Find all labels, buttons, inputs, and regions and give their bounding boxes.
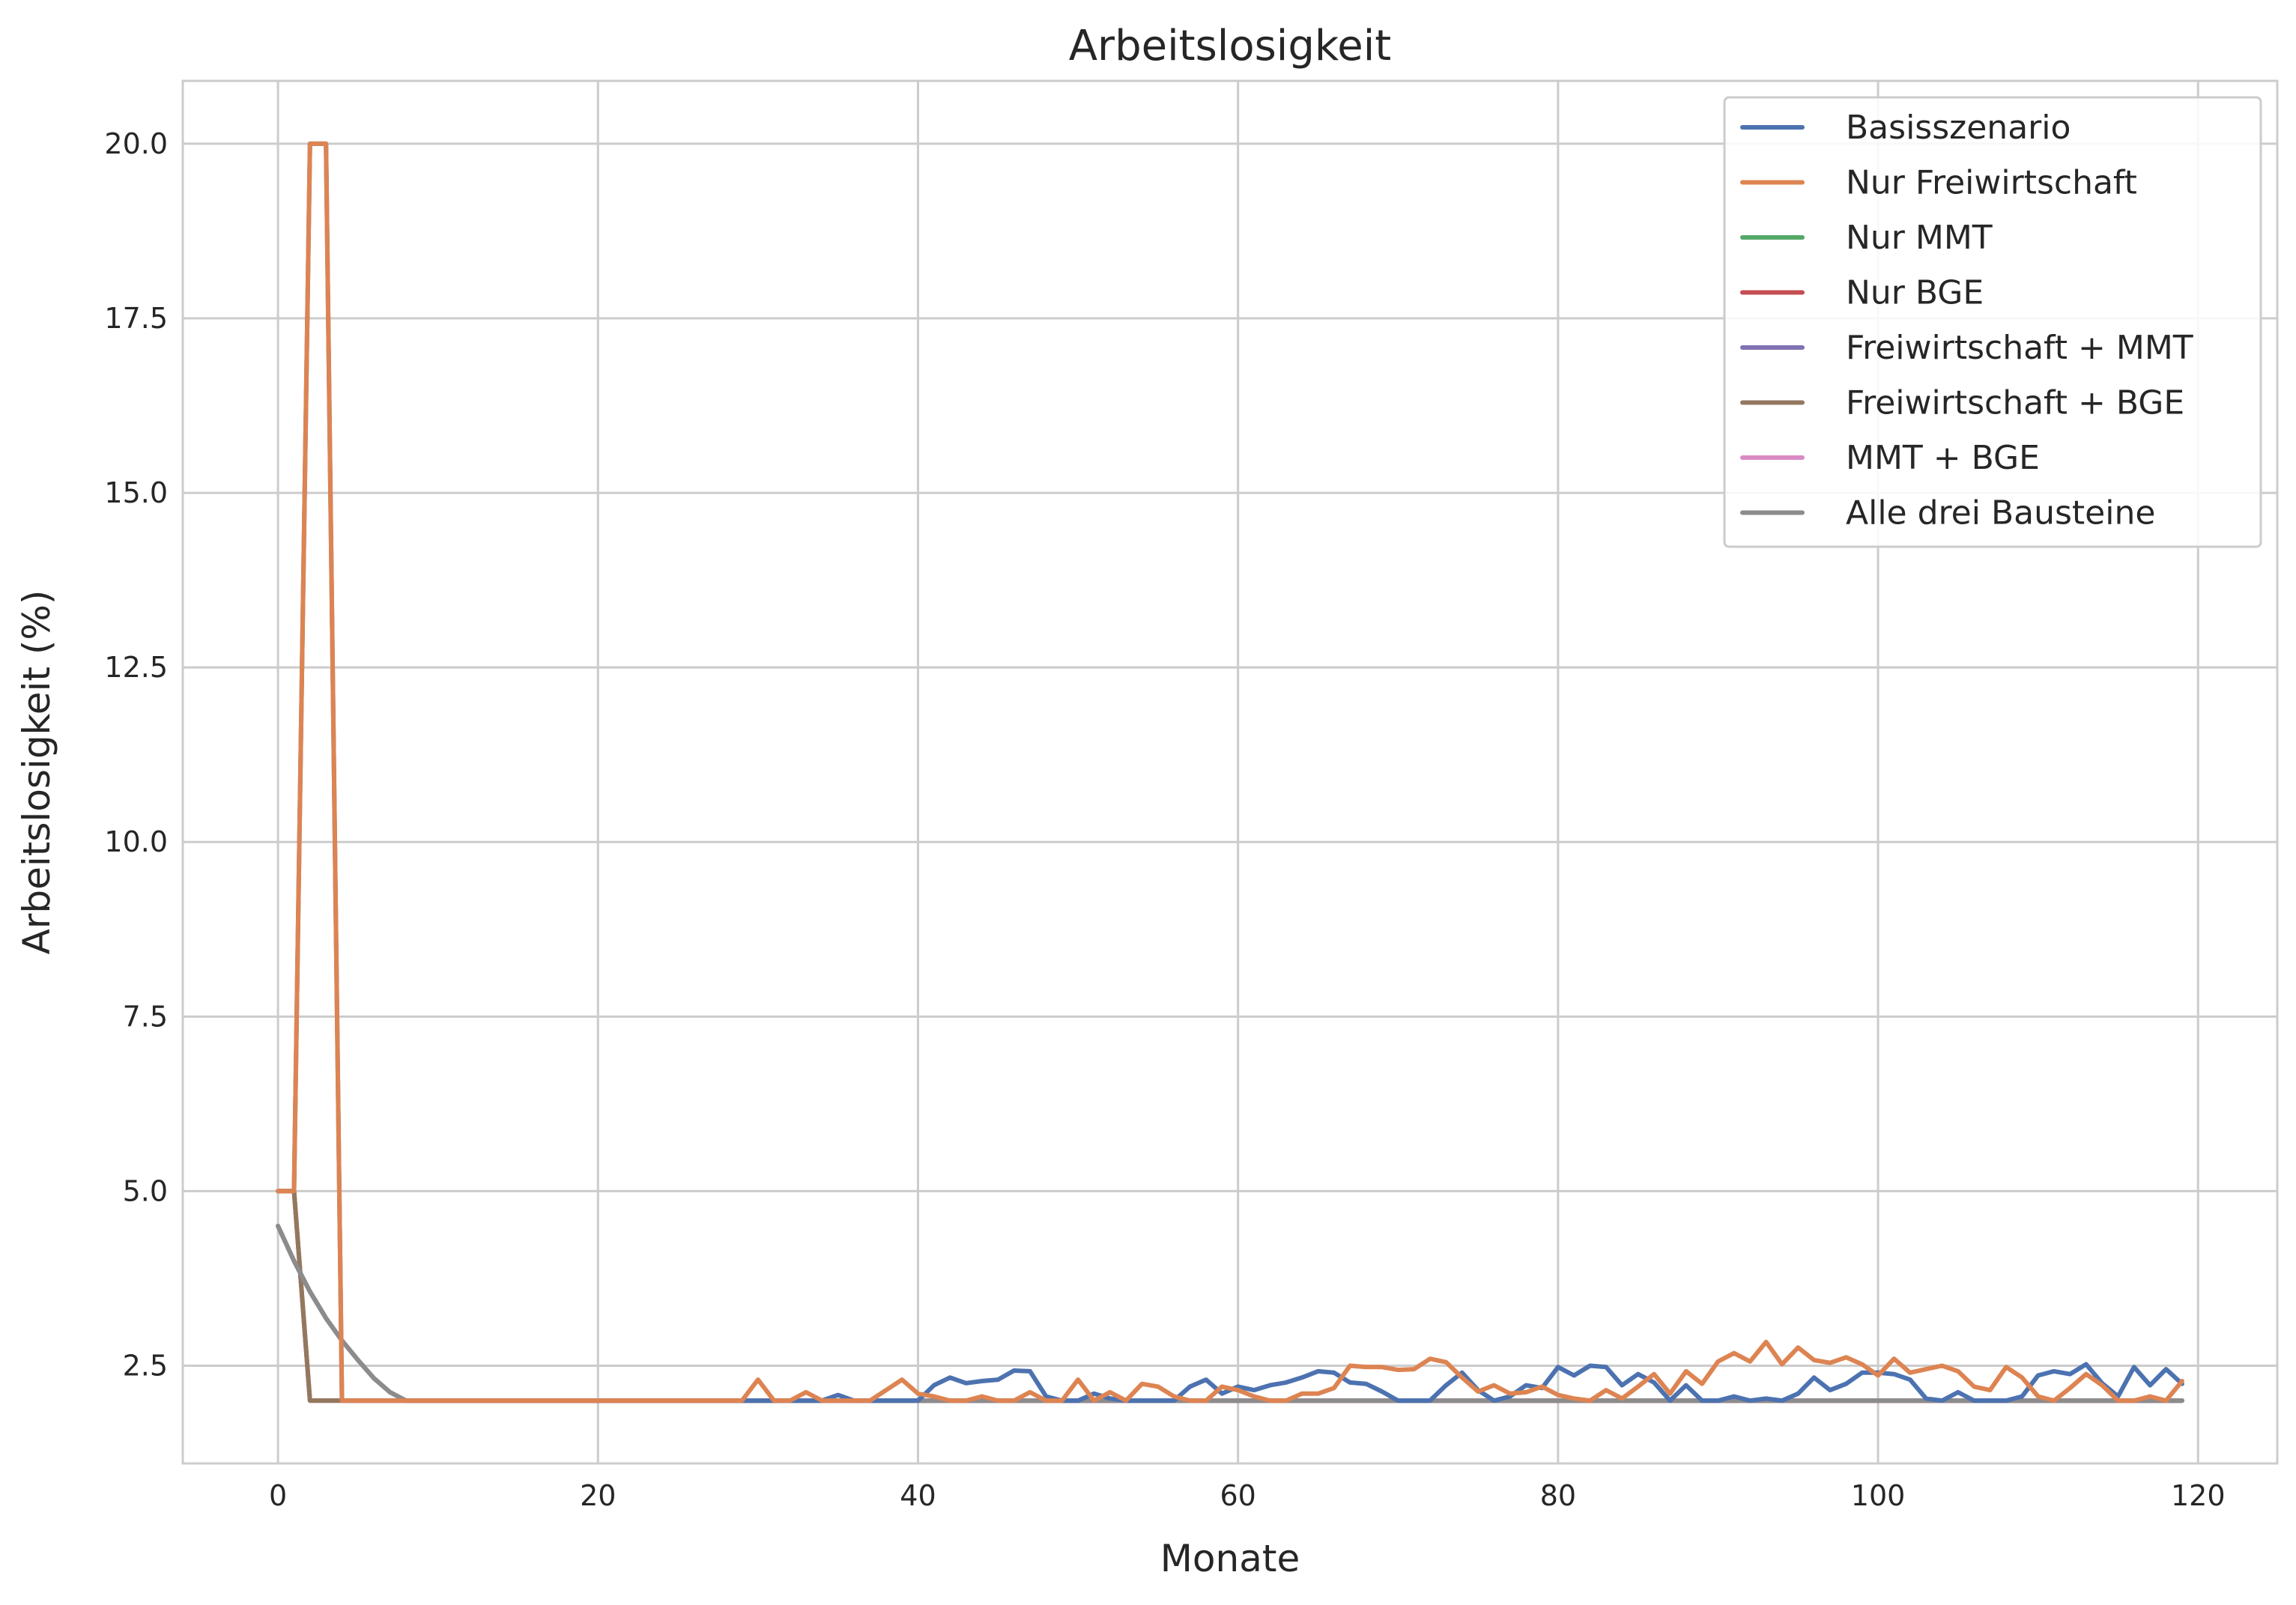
legend-label: Nur MMT (1846, 219, 1993, 257)
chart-title: Arbeitslosigkeit (1069, 22, 1392, 70)
series-line-1 (276, 141, 2184, 1404)
x-tick-label: 80 (1540, 1479, 1576, 1512)
legend-label: Nur BGE (1846, 274, 1984, 312)
legend-label: Basisszenario (1846, 109, 2071, 147)
y-tick-label: 10.0 (104, 825, 168, 858)
legend-label: Nur Freiwirtschaft (1846, 164, 2137, 202)
x-tick-label: 100 (1851, 1479, 1906, 1512)
legend-label: Freiwirtschaft + BGE (1846, 384, 2184, 422)
y-tick-label: 17.5 (104, 302, 168, 335)
y-tick-label: 2.5 (123, 1349, 168, 1382)
x-tick-label: 120 (2171, 1479, 2226, 1512)
legend-label: Freiwirtschaft + MMT (1846, 329, 2193, 367)
y-tick-label: 20.0 (104, 127, 168, 160)
legend: Basisszenario Nur Freiwirtschaft Nur MMT Nu… (1723, 96, 2262, 548)
legend-label: Alle drei Bausteine (1846, 494, 2155, 533)
y-axis-label: Arbeitslosigkeit (%) (15, 590, 58, 955)
y-tick-label: 15.0 (104, 476, 168, 509)
legend-frame (1723, 96, 2262, 548)
x-tick-label: 60 (1220, 1479, 1256, 1512)
plot-area-frame (181, 79, 2279, 1465)
x-tick-label: 40 (900, 1479, 936, 1512)
x-tick-label: 20 (580, 1479, 616, 1512)
y-tick-label: 12.5 (104, 651, 168, 684)
series-lines (276, 141, 2184, 1404)
x-tick-label: 0 (269, 1479, 287, 1512)
x-axis-label: Monate (1160, 1537, 1300, 1580)
y-tick-label: 5.0 (123, 1174, 168, 1207)
grid (183, 81, 2277, 1463)
y-tick-label: 7.5 (123, 1000, 168, 1033)
legend-label: MMT + BGE (1846, 439, 2040, 477)
tick-labels: 0 20 40 60 80 100 120 2.5 5.0 7.5 10.0 12.5 15.0 17.5… (104, 127, 2225, 1512)
